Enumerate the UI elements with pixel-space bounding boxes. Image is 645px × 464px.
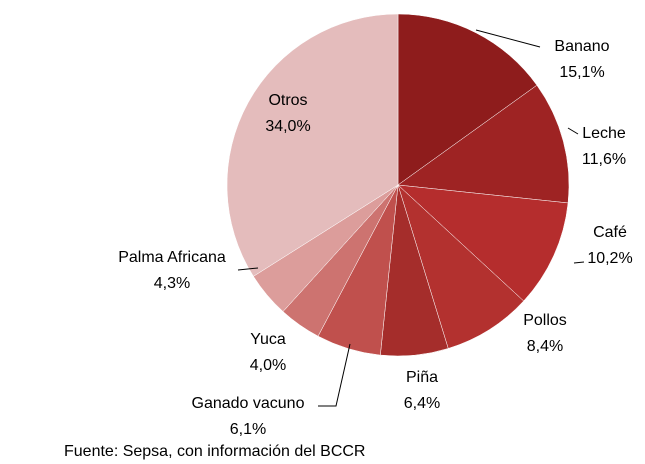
leader-line: [573, 261, 585, 264]
slice-label: Palma Africana: [118, 249, 226, 266]
leader-line: [475, 29, 541, 48]
slice-value-label: 15,1%: [559, 64, 604, 81]
slice-label: Ganado vacuno: [192, 395, 305, 412]
slice-label: Leche: [582, 125, 626, 142]
leader-line: [567, 127, 579, 135]
leader-line: [237, 267, 259, 271]
pie-slice: [397, 13, 538, 186]
pie-slice: [397, 84, 570, 204]
pie-slice: [397, 184, 525, 349]
slice-value-label: 10,2%: [587, 250, 632, 267]
slice-value-label: 34,0%: [265, 118, 310, 135]
slice-label: Pollos: [523, 312, 567, 329]
slice-value-label: 4,0%: [250, 357, 286, 374]
leader-line: [318, 343, 351, 407]
slice-value-label: 4,3%: [154, 275, 190, 292]
slice-label: Banano: [554, 38, 609, 55]
slice-value-label: 6,4%: [404, 395, 440, 412]
pie-slice: [226, 13, 399, 277]
slice-value-label: 11,6%: [582, 151, 626, 168]
slice-label: Otros: [268, 92, 307, 109]
slice-value-label: 6,1%: [230, 421, 266, 438]
slice-label: Yuca: [250, 331, 286, 348]
slice-value-label: 8,4%: [527, 338, 563, 355]
source-note: Fuente: Sepsa, con información del BCCR: [64, 443, 365, 460]
slice-label: Café: [593, 224, 627, 241]
slice-label: Piña: [406, 369, 438, 386]
pie-slice: [397, 184, 569, 302]
